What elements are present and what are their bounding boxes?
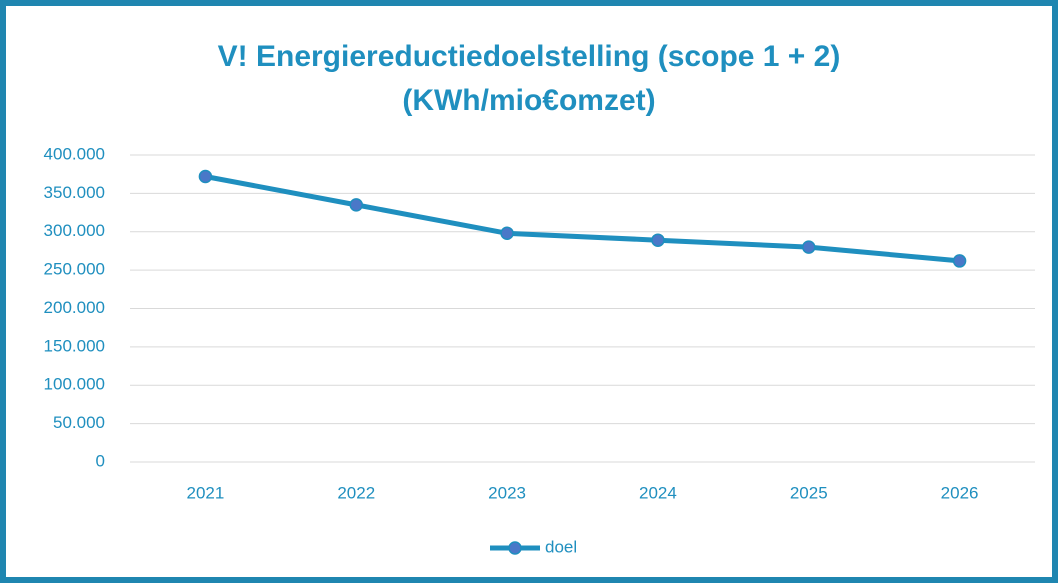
data-point <box>952 254 967 268</box>
y-tick-label: 400.000 <box>44 144 105 163</box>
data-point <box>500 226 514 241</box>
y-tick-label: 100.000 <box>44 375 105 394</box>
y-tick-label: 150.000 <box>44 336 105 355</box>
y-tick-label: 350.000 <box>44 183 105 202</box>
x-tick-label: 2021 <box>187 483 225 502</box>
legend-marker <box>508 541 522 555</box>
x-tick-label: 2024 <box>639 483 677 502</box>
x-tick-label: 2026 <box>941 483 979 502</box>
chart-title: (KWh/mio€omzet) <box>402 84 655 117</box>
y-tick-label: 0 <box>96 451 105 470</box>
y-tick-label: 50.000 <box>53 413 105 432</box>
y-tick-label: 300.000 <box>44 221 105 240</box>
data-point <box>198 169 213 184</box>
x-tick-label: 2025 <box>790 483 828 502</box>
data-point <box>651 233 665 247</box>
chart-title: V! Energiereductiedoelstelling (scope 1 … <box>218 40 841 73</box>
x-tick-label: 2023 <box>488 483 526 502</box>
legend-label: doel <box>545 537 577 556</box>
y-tick-label: 250.000 <box>44 260 105 279</box>
x-tick-label: 2022 <box>337 483 375 502</box>
series-line <box>204 174 960 264</box>
y-tick-label: 200.000 <box>44 298 105 317</box>
data-point <box>349 198 363 212</box>
data-point <box>802 240 816 254</box>
